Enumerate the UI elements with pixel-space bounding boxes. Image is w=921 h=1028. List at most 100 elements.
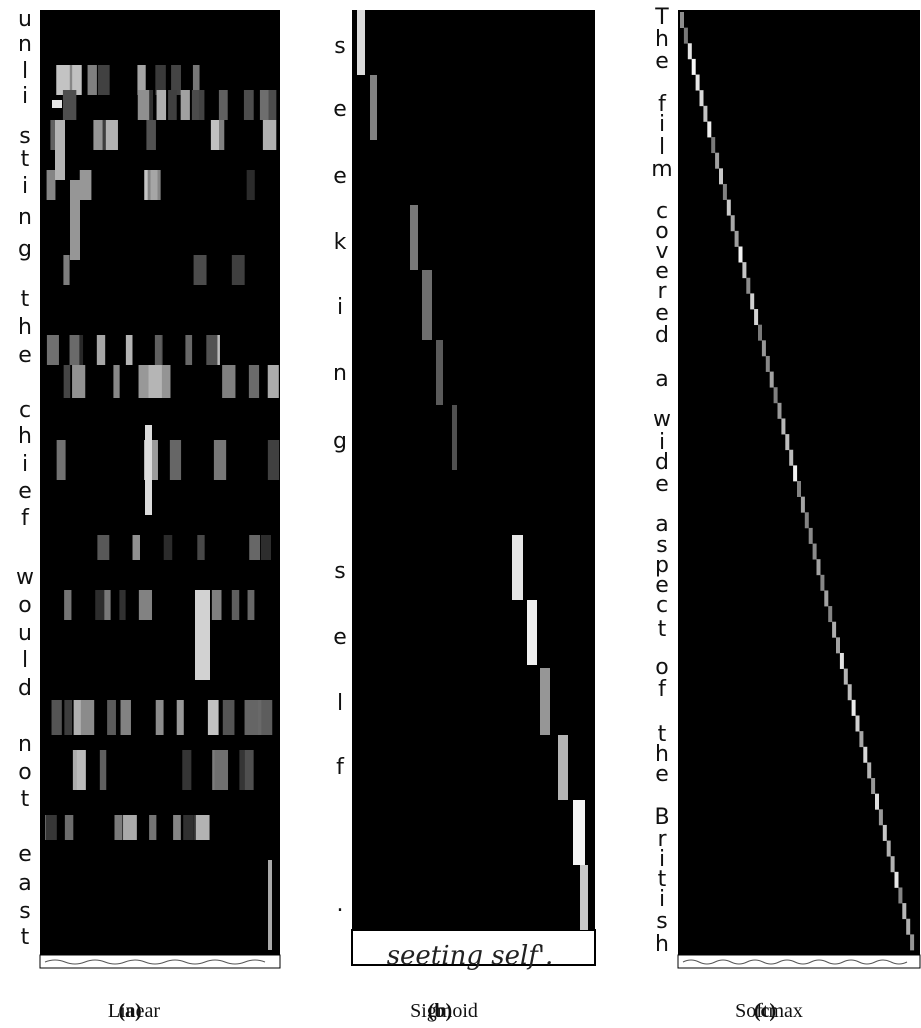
attention-cell <box>778 403 782 419</box>
attention-cell <box>875 794 879 810</box>
attention-cell <box>245 750 254 790</box>
char-label: s <box>19 124 30 149</box>
attention-cell <box>115 815 123 840</box>
attention-cell <box>789 450 793 466</box>
attention-cell <box>828 606 832 622</box>
caption: Sigmoid <box>410 1000 478 1022</box>
attention-cell <box>863 747 867 763</box>
attention-cell <box>52 700 62 735</box>
attention-cell <box>64 590 71 620</box>
attention-cell <box>785 434 789 450</box>
attention-cell <box>436 340 443 405</box>
attention-cell <box>214 440 226 480</box>
attention-cell <box>540 668 550 735</box>
attention-cell <box>723 184 727 200</box>
char-label: m <box>651 157 672 182</box>
attention-cell <box>856 716 860 732</box>
attention-cell <box>263 120 276 150</box>
attention-cell <box>249 535 260 560</box>
attention-cell <box>580 865 588 930</box>
attention-cell <box>688 43 692 59</box>
char-label: f <box>336 755 345 780</box>
char-label: i <box>659 112 665 137</box>
char-label: l <box>22 648 28 673</box>
attention-cell <box>711 137 715 153</box>
handwriting-strip <box>678 955 920 968</box>
attention-cell <box>149 815 156 840</box>
attention-cell <box>731 215 735 231</box>
char-label: n <box>18 32 32 57</box>
attention-cell <box>410 205 418 270</box>
char-label: i <box>337 295 343 320</box>
char-label: g <box>18 237 32 262</box>
attention-cell <box>223 700 235 735</box>
char-label: u <box>18 621 32 646</box>
attention-cell <box>64 700 72 735</box>
attention-cell <box>126 335 133 365</box>
attention-cell <box>370 75 377 140</box>
attention-cell <box>809 528 813 544</box>
attention-cell <box>859 731 863 747</box>
char-label: u <box>18 7 32 32</box>
attention-cell <box>793 465 797 481</box>
attention-cell <box>820 575 824 591</box>
attention-cell <box>703 106 707 122</box>
attention-cell <box>47 335 59 365</box>
attention-cell <box>268 365 279 398</box>
char-label: e <box>333 97 347 122</box>
attention-cell <box>121 700 131 735</box>
attention-cell <box>219 90 228 120</box>
attention-cell <box>177 700 184 735</box>
attention-cell <box>887 841 891 857</box>
attention-cell <box>211 120 219 150</box>
attention-cell <box>100 750 106 790</box>
attention-cell <box>573 800 585 865</box>
attention-cell <box>95 590 104 620</box>
char-label: w <box>16 565 34 590</box>
char-label: h <box>18 315 32 340</box>
attention-cell <box>422 270 432 340</box>
attention-cell <box>727 200 731 216</box>
char-label: t <box>21 287 30 312</box>
char-label: . <box>337 892 344 917</box>
attention-cell <box>156 700 164 735</box>
attention-cell <box>138 90 149 120</box>
attention-cell <box>261 700 272 735</box>
attention-cell <box>261 535 271 560</box>
attention-cell <box>57 440 66 480</box>
attention-cell <box>119 590 125 620</box>
attention-cell <box>739 247 743 263</box>
attention-cell <box>696 75 700 91</box>
char-label: n <box>333 361 347 386</box>
char-label: i <box>22 84 28 109</box>
attention-cell <box>684 28 688 44</box>
char-label: e <box>655 49 669 74</box>
attention-cell <box>867 762 871 778</box>
attention-cell <box>106 120 118 150</box>
attention-cell <box>222 365 235 398</box>
attention-cell <box>891 856 895 872</box>
attention-cell <box>244 90 254 120</box>
attention-cell <box>735 231 739 247</box>
char-label: t <box>21 147 30 172</box>
char-label: i <box>22 174 28 199</box>
attention-cell <box>719 168 723 184</box>
attention-cell <box>65 815 73 840</box>
attention-map <box>40 10 280 955</box>
attention-cell <box>249 365 259 398</box>
attention-cell <box>797 481 801 497</box>
attention-cell <box>63 90 76 120</box>
attention-cell <box>98 65 109 95</box>
attention-cell <box>801 497 805 513</box>
attention-cell <box>170 440 181 480</box>
attention-cell <box>194 255 207 285</box>
attention-cell <box>910 934 914 950</box>
caption: Linear <box>108 1000 161 1022</box>
char-label: c <box>656 593 668 618</box>
attention-cell <box>97 535 109 560</box>
attention-cell <box>844 669 848 685</box>
attention-cell <box>208 700 219 735</box>
attention-cell <box>81 700 94 735</box>
attention-cell <box>836 637 840 653</box>
attention-cell <box>192 90 199 120</box>
